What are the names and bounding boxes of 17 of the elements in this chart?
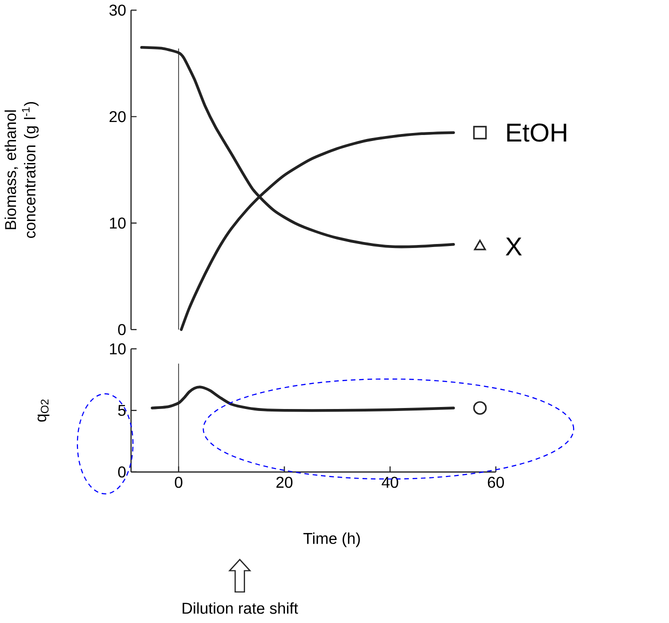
series-label: X <box>506 237 522 256</box>
x-axis-title: Time (h) <box>303 532 360 547</box>
text: Dilution rate shift <box>182 602 298 614</box>
y-axis-title: q$_{O2}$ <box>38 399 50 422</box>
y-tick-label: 20 <box>110 110 126 122</box>
y-tick-label: 10 <box>110 343 126 354</box>
y-tick-label: 10 <box>110 217 126 228</box>
y-tick-label: 0 <box>118 324 126 335</box>
series-label: EtOH <box>507 123 566 142</box>
x-tick-label: 40 <box>382 476 398 488</box>
x-tick-label: 20 <box>276 476 292 488</box>
y-tick-label: 30 <box>109 4 126 16</box>
y-tick-label: 0 <box>118 466 126 478</box>
y-tick-label: 5 <box>118 404 126 416</box>
y-axis-title: Biomass, ethanol concentration (g l$^{-1}$) <box>4 102 39 238</box>
x-tick-label: 0 <box>174 476 182 488</box>
x-tick-label: 60 <box>488 476 504 488</box>
